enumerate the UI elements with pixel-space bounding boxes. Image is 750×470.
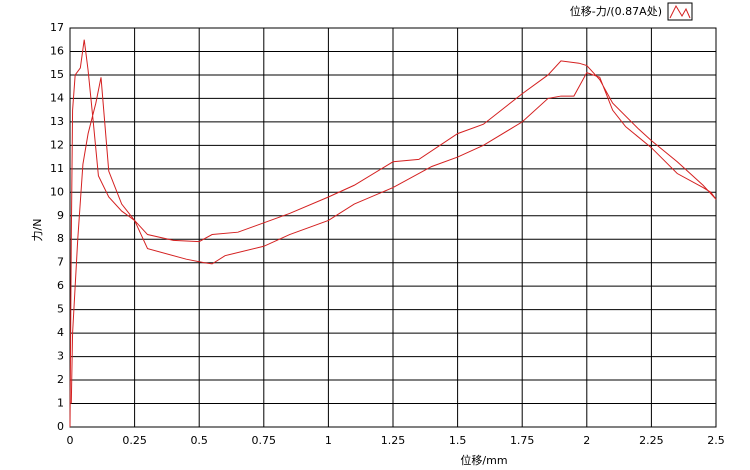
y-tick-label: 15 — [50, 68, 64, 81]
x-tick-label: 2.25 — [639, 434, 664, 447]
y-tick-label: 11 — [50, 162, 64, 175]
y-tick-label: 7 — [57, 256, 64, 269]
y-tick-label: 4 — [57, 326, 64, 339]
legend: 位移-力/(0.87A处) — [570, 2, 693, 21]
x-tick-label: 0.75 — [252, 434, 277, 447]
x-tick-label: 1.75 — [510, 434, 535, 447]
x-tick-label: 1 — [325, 434, 332, 447]
x-tick-label: 1.25 — [381, 434, 406, 447]
x-tick-label: 2 — [583, 434, 590, 447]
x-tick-label: 2.5 — [707, 434, 725, 447]
y-tick-label: 5 — [57, 303, 64, 316]
y-tick-label: 10 — [50, 185, 64, 198]
y-tick-label: 16 — [50, 44, 64, 57]
y-tick-label: 2 — [57, 373, 64, 386]
x-tick-label: 0 — [67, 434, 74, 447]
y-tick-label: 8 — [57, 232, 64, 245]
y-tick-label: 3 — [57, 350, 64, 363]
y-tick-label: 12 — [50, 138, 64, 151]
legend-swatch — [669, 4, 691, 19]
y-tick-label: 13 — [50, 115, 64, 128]
x-axis-label: 位移/mm — [460, 453, 507, 467]
y-tick-label: 0 — [57, 420, 64, 433]
legend-box — [667, 2, 693, 21]
data-line — [69, 39, 717, 428]
y-tick-label: 1 — [57, 397, 64, 410]
y-tick-label: 14 — [50, 91, 64, 104]
x-tick-label: 0.25 — [122, 434, 147, 447]
y-tick-label: 9 — [57, 209, 64, 222]
y-tick-label: 17 — [50, 21, 64, 34]
y-tick-label: 6 — [57, 279, 64, 292]
x-tick-label: 0.5 — [190, 434, 208, 447]
y-axis-label: 力/N — [31, 219, 44, 242]
x-tick-label: 1.5 — [449, 434, 467, 447]
legend-label: 位移-力/(0.87A处) — [570, 4, 662, 18]
